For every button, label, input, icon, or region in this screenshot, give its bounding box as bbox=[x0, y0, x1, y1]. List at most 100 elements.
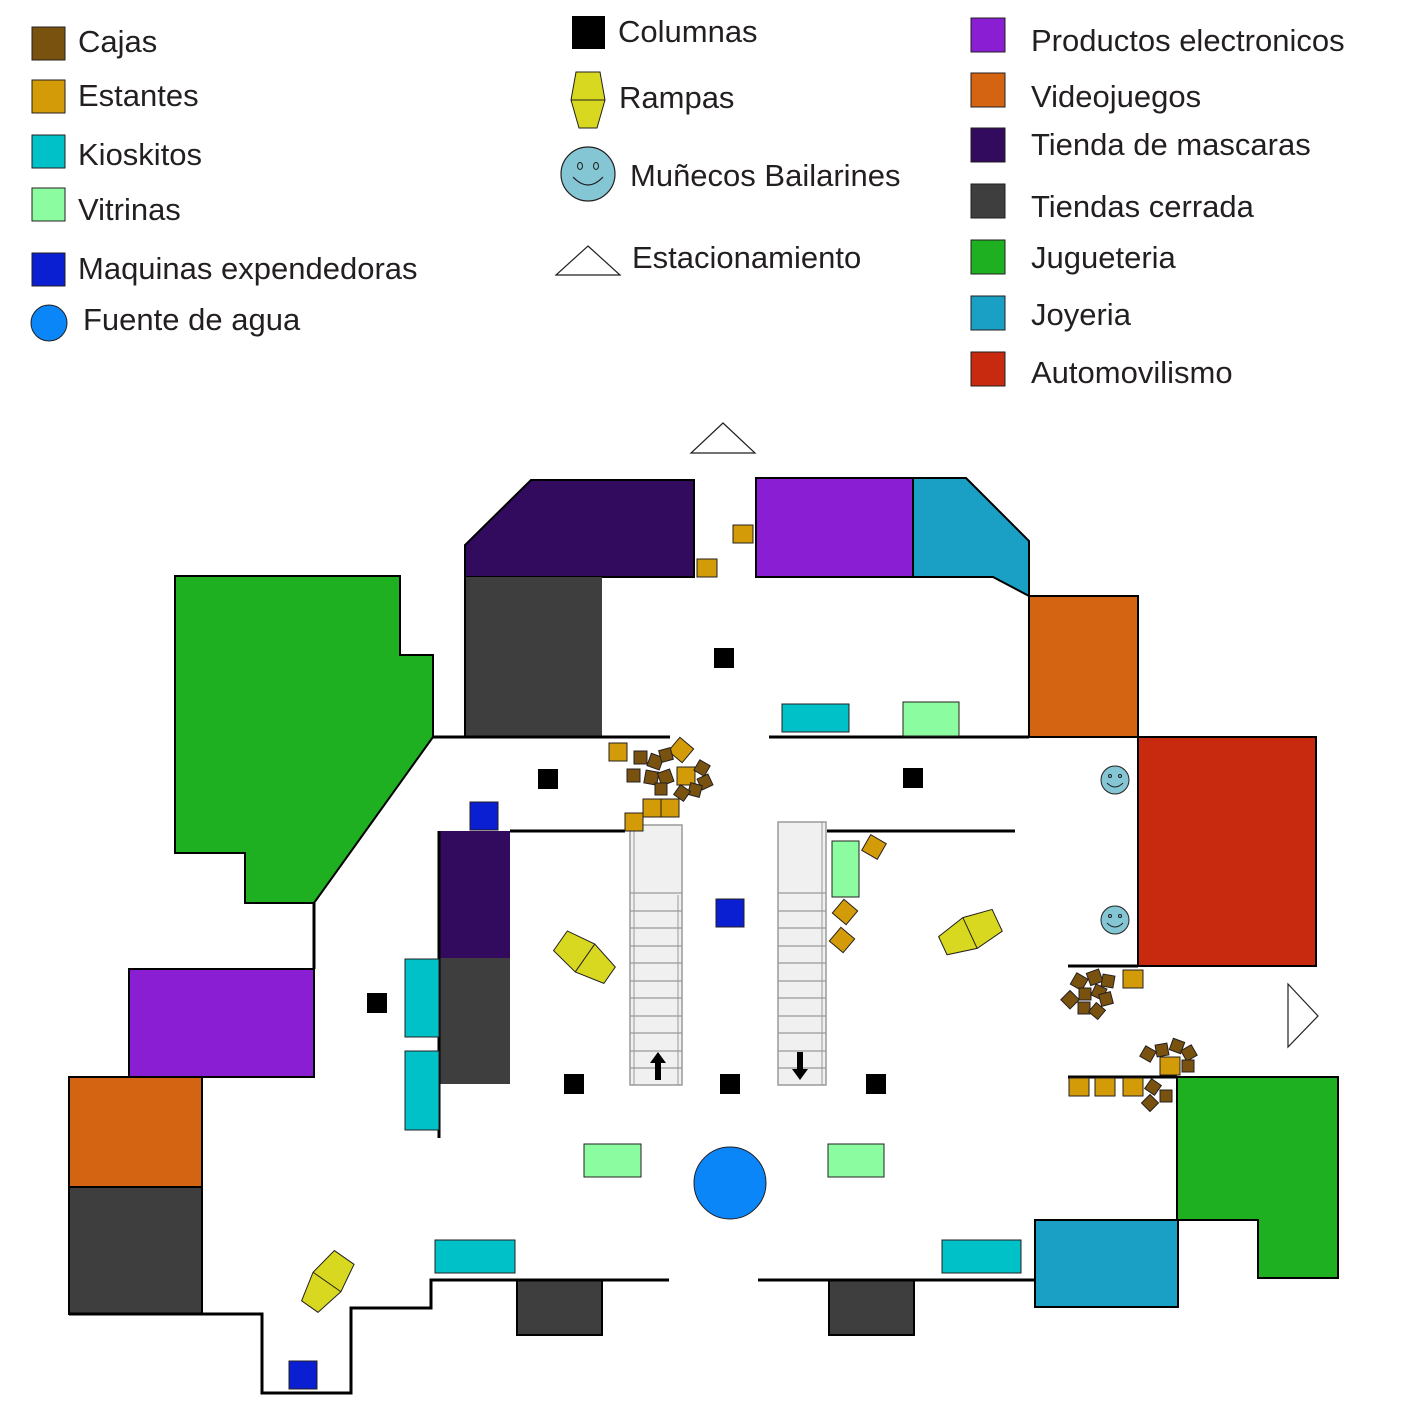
legend-item-joyeria: Joyeria bbox=[970, 295, 1132, 332]
box-icon bbox=[693, 759, 711, 777]
box-icon bbox=[1098, 991, 1114, 1007]
smiley-icon bbox=[1100, 905, 1130, 935]
column-icon bbox=[720, 1074, 740, 1094]
shelf-icon bbox=[642, 798, 662, 818]
legend-label-estacionamiento: Estacionamiento bbox=[632, 240, 861, 275]
column-icon bbox=[903, 768, 923, 788]
store-joyeria-bottom bbox=[1034, 1219, 1179, 1308]
legend-label-kioskitos: Kioskitos bbox=[78, 137, 202, 172]
box-icon bbox=[1143, 1077, 1163, 1097]
legend-item-jugueteria: Jugueteria bbox=[970, 239, 1177, 275]
store-cerrada-bottom-right bbox=[828, 1279, 915, 1336]
kiosk-icon bbox=[434, 1239, 516, 1274]
box-icon bbox=[1085, 968, 1104, 987]
store-mascaras-top bbox=[464, 479, 695, 578]
box-icon bbox=[633, 750, 648, 765]
ramp-icon bbox=[570, 71, 606, 129]
showcase-icon bbox=[583, 1143, 642, 1178]
arrow-up-icon bbox=[650, 1052, 666, 1080]
store-cerrada-inner bbox=[439, 958, 510, 1084]
legend-label-estantes: Estantes bbox=[78, 78, 199, 113]
box-icon bbox=[1139, 1045, 1157, 1063]
legend-item-rampas: Rampas bbox=[570, 71, 734, 129]
legend-label-automovilismo: Automovilismo bbox=[1031, 355, 1233, 390]
store-swatch-icon bbox=[970, 183, 1006, 219]
vending-machine-icon bbox=[31, 252, 66, 287]
column-icon bbox=[564, 1074, 584, 1094]
walls bbox=[69, 735, 1177, 1395]
shelf-icon bbox=[667, 736, 695, 764]
dancing-doll-1 bbox=[1100, 765, 1130, 795]
legend-label-videojuegos: Videojuegos bbox=[1031, 79, 1201, 114]
showcase-icon bbox=[831, 840, 860, 898]
column-icon bbox=[367, 993, 387, 1013]
legend-item-munecos: Muñecos Bailarines bbox=[560, 146, 901, 202]
arrow-down-icon bbox=[792, 1052, 808, 1080]
vending-machines bbox=[288, 801, 745, 1390]
water-fountain-icon bbox=[30, 304, 68, 342]
shelf-icon bbox=[828, 926, 856, 954]
legend-item-cajas: Cajas bbox=[31, 24, 157, 61]
legend-item-maquinas: Maquinas expendedoras bbox=[31, 251, 418, 287]
showcases bbox=[583, 701, 960, 1178]
kiosk-icon bbox=[31, 134, 66, 169]
store-mascaras-inner bbox=[439, 831, 510, 958]
legend-label-columnas: Columnas bbox=[618, 14, 758, 49]
box-icon bbox=[1060, 989, 1080, 1010]
box-icon bbox=[1077, 1001, 1091, 1015]
store-cerrada-left bbox=[68, 1186, 203, 1315]
columns bbox=[367, 648, 923, 1094]
legend-item-automovilismo: Automovilismo bbox=[970, 351, 1233, 390]
box-icon bbox=[1069, 972, 1089, 992]
vending-machine-icon bbox=[715, 898, 745, 928]
store-jugueteria-left bbox=[174, 575, 434, 904]
store-swatch-icon bbox=[970, 239, 1006, 275]
legend-label-jugueteria: Jugueteria bbox=[1031, 240, 1177, 275]
box-icon bbox=[1100, 973, 1116, 989]
store-swatch-icon bbox=[970, 127, 1006, 163]
shelves bbox=[608, 524, 1181, 1097]
legend-item-estacionamiento: Estacionamiento bbox=[554, 240, 861, 276]
box-icon bbox=[626, 768, 641, 783]
escalator-down bbox=[777, 821, 827, 1086]
shelf-icon bbox=[1068, 1077, 1090, 1097]
escalator-up bbox=[629, 824, 683, 1086]
showcase-icon bbox=[827, 1143, 885, 1178]
kiosk-icon bbox=[404, 1050, 440, 1131]
legend-item-kioskitos: Kioskitos bbox=[31, 134, 202, 172]
shelf-icon bbox=[831, 898, 859, 926]
store-videojuegos-right bbox=[1028, 595, 1139, 738]
store-electronicos-top bbox=[755, 477, 914, 578]
store-videojuegos-left bbox=[68, 1076, 203, 1188]
box-icon bbox=[1087, 1001, 1107, 1021]
smiley-icon bbox=[1100, 765, 1130, 795]
legend-item-mascaras: Tienda de mascaras bbox=[970, 127, 1311, 163]
smiley-icon bbox=[560, 146, 616, 202]
legend-item-fuente: Fuente de agua bbox=[30, 302, 301, 342]
shelf-icon bbox=[861, 834, 887, 860]
parking-entrance-top bbox=[689, 422, 757, 454]
legend-item-videojuegos: Videojuegos bbox=[970, 72, 1201, 114]
ramp-icon bbox=[300, 1249, 355, 1313]
vending-machine-icon bbox=[469, 801, 499, 831]
shelf-icon bbox=[624, 812, 644, 832]
legend-label-cajas: Cajas bbox=[78, 24, 157, 59]
column-icon bbox=[866, 1074, 886, 1094]
shelf-icon bbox=[1122, 1077, 1144, 1097]
box-icon bbox=[1181, 1059, 1195, 1073]
box-icon bbox=[31, 26, 66, 61]
shelf-icon bbox=[696, 558, 718, 578]
kiosk-icon bbox=[404, 958, 440, 1038]
legend-label-vitrinas: Vitrinas bbox=[78, 192, 181, 227]
legend-label-cerrada: Tiendas cerrada bbox=[1031, 189, 1255, 224]
ramp-icon bbox=[937, 908, 1003, 956]
box-icon bbox=[1180, 1044, 1198, 1062]
kiosk-icon bbox=[941, 1239, 1022, 1274]
legend-label-fuente: Fuente de agua bbox=[83, 302, 301, 337]
box-icon bbox=[654, 782, 668, 796]
column-icon bbox=[572, 16, 605, 49]
showcase-icon bbox=[31, 187, 66, 222]
store-joyeria-top bbox=[912, 477, 1030, 598]
shelf-icon bbox=[1122, 969, 1144, 989]
